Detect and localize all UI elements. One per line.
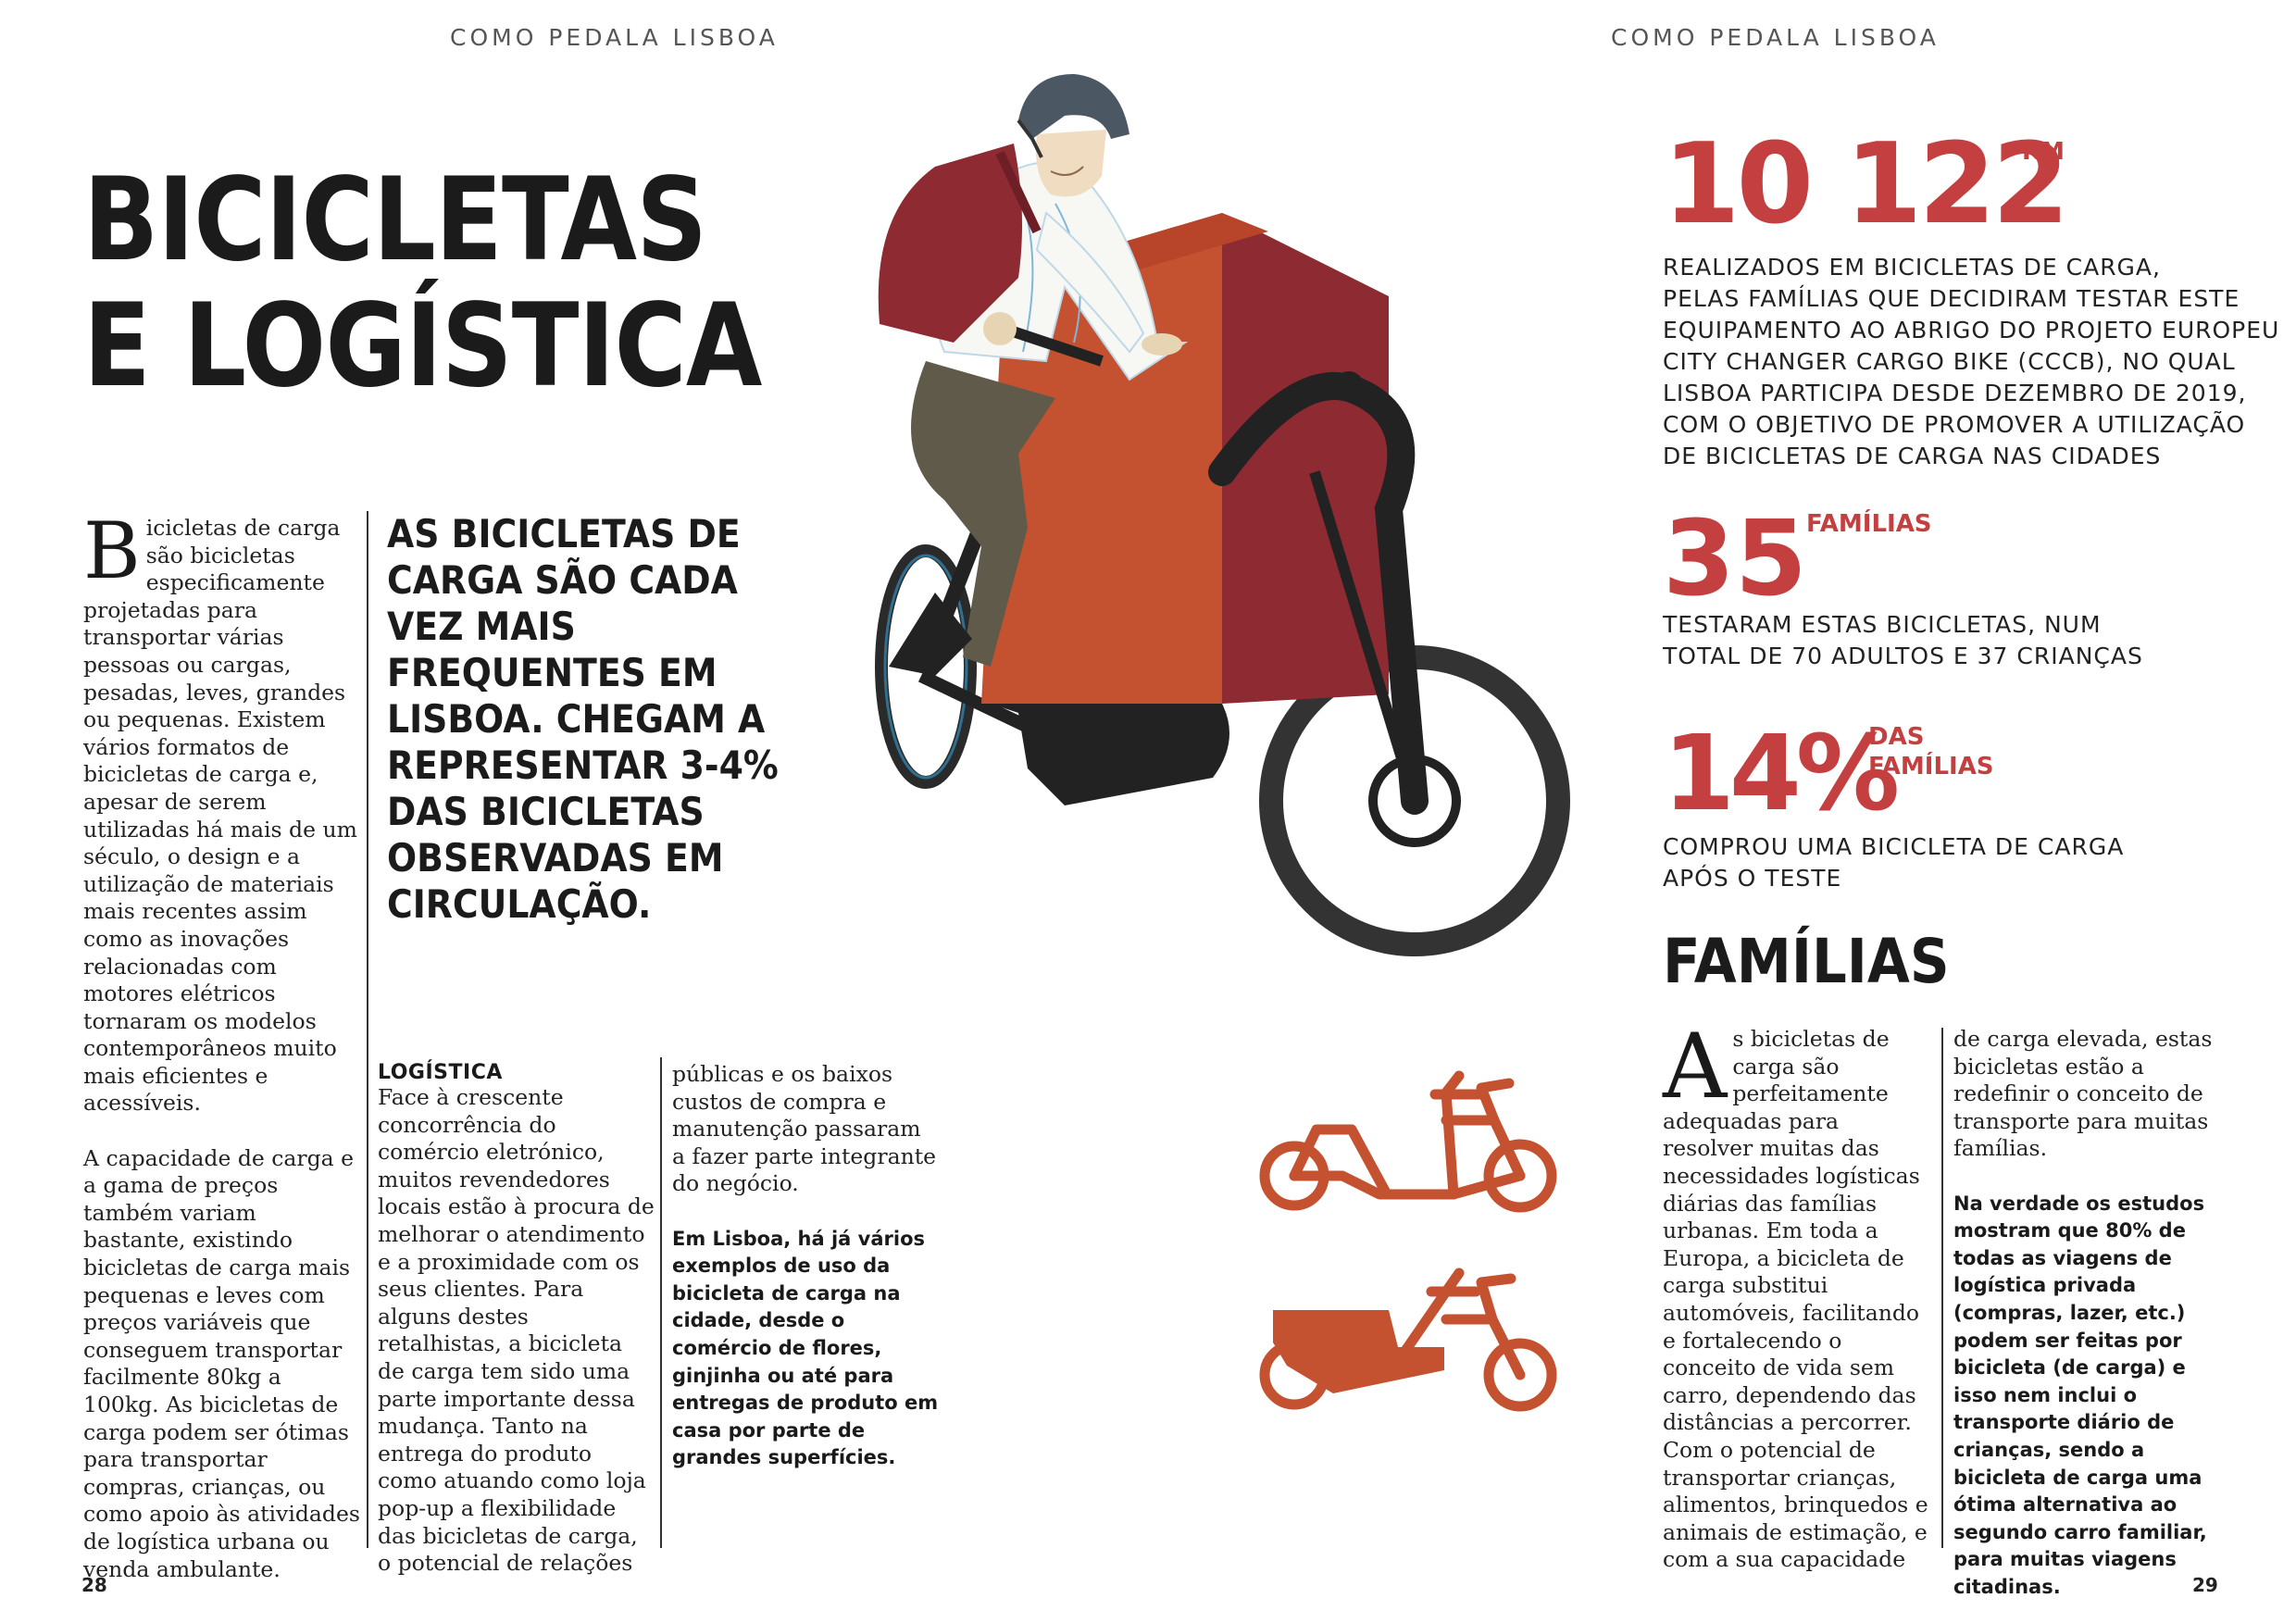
stat-km: 10 122 KM REALIZADOS EM BICICLETAS DE CA… [1663,130,2279,472]
familias-text-1: s bicicletas de carga são perfeitamente … [1663,1026,1928,1573]
page-number-left: 28 [81,1574,107,1596]
intro-paragraph-2: A capacidade de carga e a gama de preços… [83,1144,360,1582]
logistica-text-bold: Em Lisboa, há já vários exemplos de uso … [672,1227,939,1469]
title-line-1: BICICLETAS [83,154,707,287]
logistica-text-2: públicas e os baixos custos de compra e … [672,1061,937,1197]
cyclist-cargo-bike-illustration [875,74,1570,956]
stat-purchase-number: 14% [1663,714,1900,834]
familias-column-2: de carga elevada, estas bicicletas estão… [1953,1026,2231,1601]
cargo-bike-box-icon [1259,1267,1557,1412]
stat-families-number: 35 [1663,499,1807,619]
familias-text-2: de carga elevada, estas bicicletas estão… [1953,1026,2213,1162]
intro-paragraph-1: icicletas de carga são bicicletas especi… [83,515,357,1117]
column-divider-1 [367,511,368,1548]
column-divider-2 [660,1057,662,1548]
stat-families: 35 FAMÍLIAS TESTARAM ESTAS BICICLETAS, N… [1663,507,2143,672]
title-line-2: E LOGÍSTICA [83,280,762,413]
familias-heading: FAMÍLIAS [1663,926,1950,997]
stat-km-number: 10 122 [1663,120,2069,249]
stat-families-unit: FAMÍLIAS [1806,510,1932,538]
logistica-column-2: públicas e os baixos custos de compra e … [672,1061,941,1472]
stat-km-description: REALIZADOS EM BICICLETAS DE CARGA, PELAS… [1663,254,2280,469]
cargo-bike-outline-icon [1259,1070,1557,1213]
rear-wheel [875,544,977,789]
pull-quote: AS BICICLETAS DE CARGA SÃO CADA VEZ MAIS… [387,511,779,927]
familias-dropcap: A [1663,1015,1728,1118]
logistica-text-1: Face à crescente concorrência do comérci… [378,1084,655,1577]
stat-purchase: 14% DAS FAMÍLIAS COMPROU UMA BICICLETA D… [1663,722,2124,894]
stat-km-unit: KM [2022,138,2065,166]
page-title: BICICLETAS E LOGÍSTICA [83,157,762,409]
page-number-right: 29 [2192,1574,2218,1596]
stat-families-description: TESTARAM ESTAS BICICLETAS, NUM TOTAL DE … [1663,611,2143,669]
column-divider-3 [1941,1028,1943,1548]
stat-purchase-description: COMPROU UMA BICICLETA DE CARGA APÓS O TE… [1663,833,2125,892]
running-header-left: COMO PEDALA LISBOA [450,24,779,51]
stat-purchase-unit: DAS FAMÍLIAS [1868,723,1994,780]
running-header-right: COMO PEDALA LISBOA [1611,24,1940,51]
logistica-heading: LOGÍSTICA [378,1061,503,1084]
familias-text-bold: Na verdade os estudos mostram que 80% de… [1953,1192,2207,1598]
logistica-column-1: LOGÍSTICA Face à crescente concorrência … [378,1061,655,1578]
intro-dropcap: B [83,506,141,596]
